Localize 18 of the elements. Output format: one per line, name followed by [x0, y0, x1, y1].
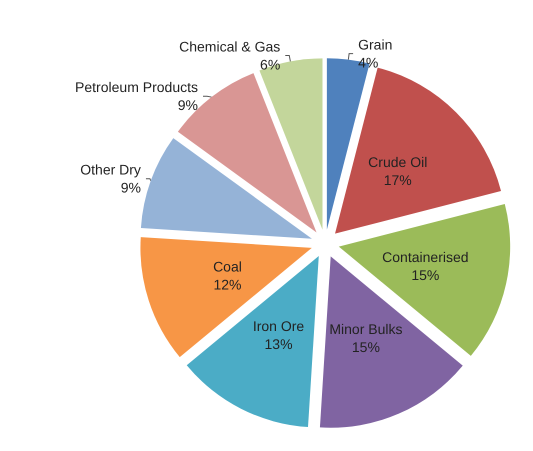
slice-label: Grain: [358, 36, 392, 53]
data-label: 15%: [352, 338, 380, 355]
slice-label: Iron Ore: [252, 318, 304, 334]
data-label: 6%: [260, 56, 280, 73]
slice-label: Other Dry: [80, 162, 141, 178]
data-label: 9%: [120, 180, 141, 196]
data-label: 15%: [411, 266, 440, 283]
data-label: 12%: [213, 276, 242, 292]
slice-label: Minor Bulks: [329, 320, 402, 337]
slice-label: Petroleum Products: [75, 79, 198, 96]
data-label: 4%: [358, 54, 378, 71]
slice-label: Coal: [213, 258, 242, 274]
slice-label: Crude Oil: [368, 154, 428, 170]
data-label: 17%: [384, 172, 412, 188]
slice-label: Chemical & Gas: [179, 38, 280, 55]
slice-label: Containerised: [382, 248, 469, 265]
data-label: 9%: [178, 97, 198, 114]
data-label: 13%: [264, 336, 293, 352]
